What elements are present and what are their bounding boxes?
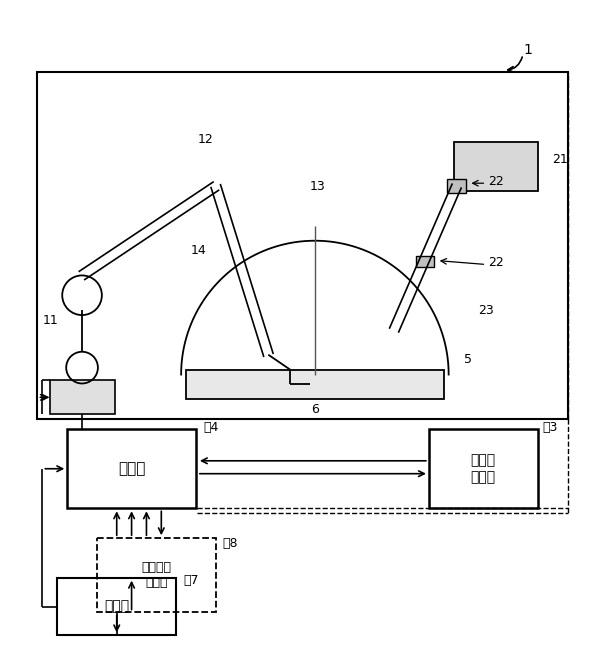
Text: モード
切替部: モード 切替部	[471, 453, 496, 484]
Text: ～4: ～4	[203, 421, 218, 433]
Text: 5: 5	[464, 353, 473, 366]
Bar	[38, 72, 568, 419]
Bar	[50, 379, 115, 414]
Text: 21: 21	[551, 153, 567, 166]
Text: ～7: ～7	[183, 574, 199, 587]
Text: 6: 6	[311, 402, 319, 416]
Bar	[454, 141, 538, 191]
Text: 1: 1	[524, 43, 532, 57]
Text: 制御部: 制御部	[118, 461, 145, 476]
Bar	[429, 429, 538, 508]
Text: 表示部: 表示部	[104, 599, 129, 614]
Text: ～3: ～3	[543, 421, 558, 433]
Bar	[186, 370, 444, 399]
Text: 12: 12	[198, 133, 214, 146]
Text: 22: 22	[488, 256, 504, 269]
Text: 14: 14	[191, 244, 207, 257]
Text: ～8: ～8	[223, 537, 238, 550]
Text: 13: 13	[310, 180, 326, 193]
Bar	[67, 429, 196, 508]
Bar	[447, 179, 467, 193]
Bar	[58, 578, 176, 635]
Bar	[97, 538, 216, 612]
Text: 23: 23	[478, 304, 494, 317]
Bar	[416, 256, 434, 267]
Text: 11: 11	[42, 313, 58, 326]
Text: 不揮発性
メモリ: 不揮発性 メモリ	[141, 561, 171, 589]
Text: 22: 22	[488, 174, 504, 188]
